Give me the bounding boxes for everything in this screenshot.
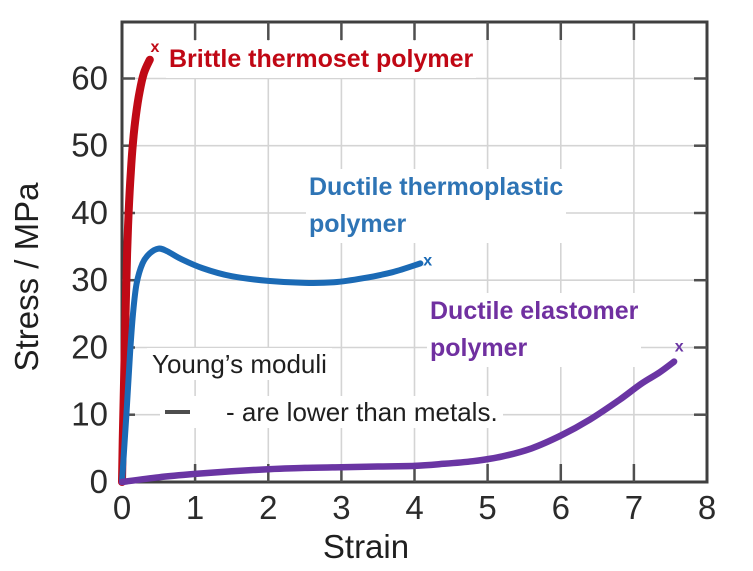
label-ductile-thermoplastic: Ductile thermoplastic polymer — [306, 169, 567, 243]
y-tick-labels: 0 10 20 30 40 50 60 — [71, 60, 108, 501]
annotation-lower-than-metals: - are lower than metals. — [160, 396, 503, 428]
y-tick-label-30: 30 — [71, 261, 108, 298]
y-tick-label-60: 60 — [71, 60, 108, 97]
curve-brittle-thermoset-polymer — [118, 55, 154, 486]
y-tick-label-50: 50 — [71, 127, 108, 164]
end-markers: x x x — [150, 39, 683, 355]
x-tick-label-7: 7 — [625, 489, 643, 526]
x-tick-label-2: 2 — [259, 489, 277, 526]
x-tick-label-8: 8 — [698, 489, 716, 526]
end-marker-brittle-thermoset-polymer: x — [150, 39, 159, 56]
annotation-youngs-moduli: Young’s moduli — [147, 348, 332, 380]
x-tick-labels: 0 1 2 3 4 5 6 7 8 — [113, 489, 716, 526]
x-tick-label-0: 0 — [113, 489, 131, 526]
label-ductile-elastomer-line2: polymer — [430, 334, 528, 362]
dash-marker-icon — [165, 410, 190, 414]
curve-ductile-thermoplastic-polymer — [119, 245, 424, 485]
y-axis-title: Stress / MPa — [8, 182, 45, 372]
y-tick-label-40: 40 — [71, 194, 108, 231]
label-brittle-thermoset: Brittle thermoset polymer — [166, 41, 477, 78]
label-ductile-thermoplastic-line2: polymer — [309, 210, 407, 238]
grid-lines — [122, 22, 707, 482]
x-tick-label-3: 3 — [332, 489, 350, 526]
x-tick-label-6: 6 — [552, 489, 570, 526]
x-tick-label-1: 1 — [186, 489, 204, 526]
curves — [118, 55, 678, 486]
y-tick-label-10: 10 — [71, 396, 108, 433]
label-ductile-elastomer: Ductile elastomer polymer — [427, 293, 642, 367]
y-tick-label-0: 0 — [90, 463, 108, 500]
label-ductile-elastomer-line1: Ductile elastomer — [430, 297, 639, 325]
end-marker-ductile-elastomer-polymer: x — [675, 339, 684, 356]
annotation-lower-than-metals-text: - are lower than metals. — [226, 397, 498, 427]
end-marker-ductile-thermoplastic-polymer: x — [423, 252, 432, 269]
x-axis-title: Strain — [322, 528, 410, 565]
x-tick-label-5: 5 — [478, 489, 496, 526]
y-tick-label-20: 20 — [71, 329, 108, 366]
label-ductile-thermoplastic-line1: Ductile thermoplastic — [309, 173, 564, 201]
curve-ductile-elastomer-polymer — [118, 358, 678, 486]
x-tick-label-4: 4 — [405, 489, 423, 526]
